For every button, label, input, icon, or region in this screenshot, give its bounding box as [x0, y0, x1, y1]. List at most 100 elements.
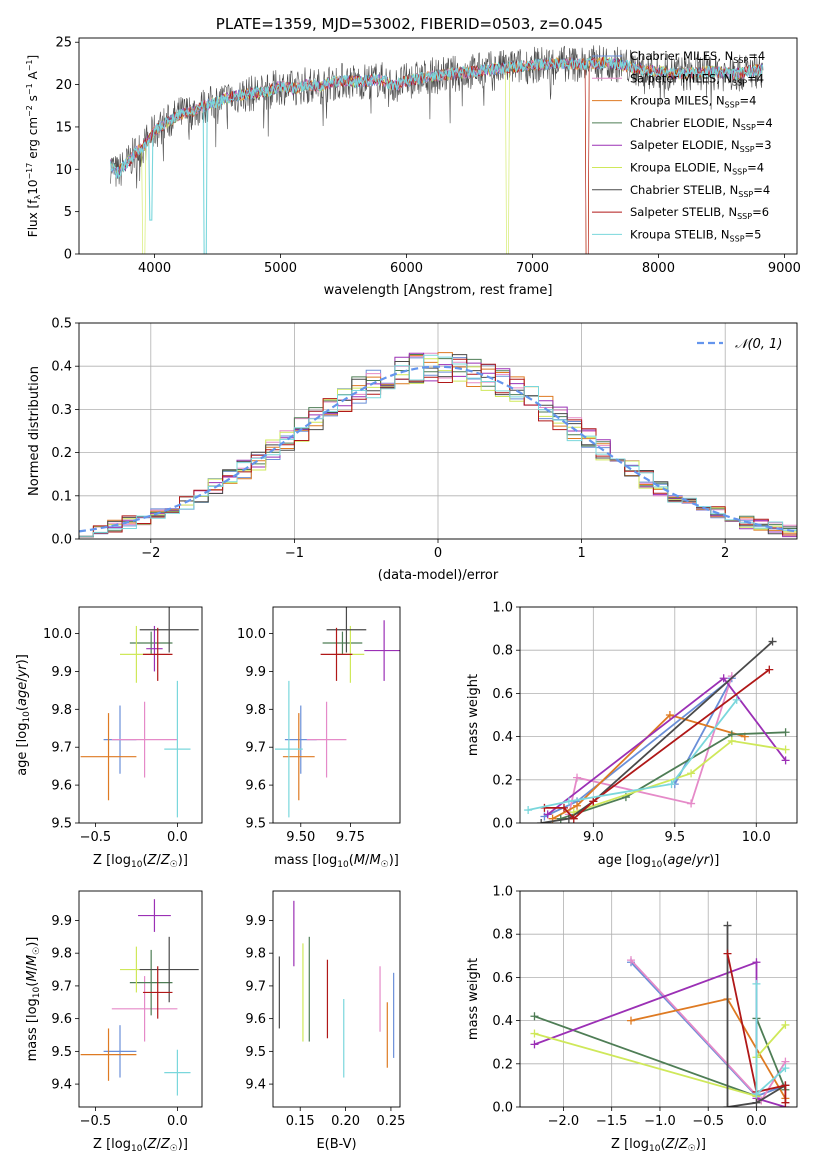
y-tick-label: 0.4 [492, 1014, 513, 1029]
plus-marker [781, 745, 790, 754]
mass_vs_EBV-panel: 0.15 0.20 0.25 9.4 9.5 9.6 9.7 9.8 9.9 E(B-V) [245, 890, 405, 1152]
x-axis-label: Z [log10(Z/Z☉)] [611, 1137, 706, 1154]
plus-marker [537, 819, 546, 823]
plus-marker [781, 1098, 790, 1107]
x-tick-label: 0 [434, 546, 442, 561]
y-tick-label: 9.6 [51, 779, 72, 794]
y-tick-label: 1.0 [492, 885, 513, 900]
errorbars [80, 899, 199, 1096]
x-tick-label: 0.15 [286, 1114, 315, 1129]
x-tick-label: −0.5 [692, 1114, 724, 1129]
plus-marker [543, 810, 552, 819]
y-tick-label: 10 [55, 163, 72, 178]
errorbars [80, 607, 199, 818]
x-axis-label: wavelength [Angstrom, rest frame] [324, 283, 553, 298]
y-axis-label: age [log10(age/yr)] [15, 654, 32, 776]
legend-label: Kroupa MILES, NSSP=4 [630, 94, 756, 110]
plus-marker [781, 1064, 790, 1073]
y-tick-label: 25 [55, 36, 72, 51]
plus-marker [723, 921, 732, 930]
x-tick-label: 6000 [390, 261, 423, 276]
y-tick-label: 9.7 [51, 979, 72, 994]
x-tick-label: 0.0 [746, 1114, 767, 1129]
y-tick-label: 5 [64, 205, 72, 220]
plus-marker [781, 728, 790, 737]
y-tick-label: 0.0 [492, 817, 513, 832]
x-axis-label: Z [log10(Z/Z☉)] [93, 853, 188, 870]
legend-label: 𝒩(0, 1) [735, 337, 782, 352]
y-tick-label: 9.5 [51, 817, 72, 832]
y-tick-label: 9.6 [51, 1012, 72, 1027]
residual-panel: −2 −1 0 1 2 0.0 0.1 0.2 0.3 0.4 0.5 (data-model)/er… [27, 317, 798, 583]
plus-marker [524, 806, 533, 815]
y-tick-label: 9.6 [245, 1012, 266, 1027]
y-tick-label: 0.1 [51, 489, 72, 504]
axes-frame [519, 606, 798, 824]
plus-marker [765, 665, 774, 674]
weight_vs_age-panel: 9.0 9.5 10.0 0.0 0.2 0.4 0.6 0.8 1.0 mass weight a… [466, 601, 798, 870]
x-tick-label: −1.0 [644, 1114, 676, 1129]
axes-frame [78, 606, 203, 824]
plus-marker [530, 1012, 539, 1021]
y-tick-label: 0.2 [492, 1057, 513, 1072]
y-tick-label: 9.7 [51, 741, 72, 756]
x-tick-label: 0.0 [167, 830, 188, 845]
y-tick-label: 0.3 [51, 403, 72, 418]
y-tick-label: 0.4 [492, 730, 513, 745]
spectrum-line [109, 56, 764, 254]
y-tick-label: 9.8 [245, 703, 266, 718]
y-tick-label: 9.5 [245, 1045, 266, 1060]
y-tick-label: 9.9 [245, 914, 266, 929]
plus-marker [687, 769, 696, 778]
age_vs_mass-panel: 9.50 9.75 9.5 9.6 9.7 9.8 9.9 10.0 mass [log10(M… [237, 606, 401, 870]
legend-label: Chabrier STELIB, NSSP=4 [630, 183, 770, 199]
axes-frame [519, 890, 798, 1108]
plus-marker [752, 958, 761, 967]
y-axis-label: mass [log10(M/M☉)] [25, 937, 42, 1062]
weight-line [527, 699, 738, 811]
spectrum-panel: 4000 5000 6000 7000 8000 9000 0 5 10 15 20 25 wavele… [25, 36, 801, 298]
plus-marker [719, 674, 728, 683]
y-tick-label: 0.4 [51, 360, 72, 375]
plus-marker [626, 956, 635, 965]
histogram-series [79, 354, 797, 539]
x-tick-label: 7000 [516, 261, 549, 276]
weight_vs_Z-panel: −2.0 −1.5 −1.0 −0.5 0.0 0.0 0.2 0.4 0.6 0.8 1.0 mas… [466, 885, 798, 1154]
plus-marker [723, 949, 732, 958]
x-axis-label: age [log10(age/yr)] [598, 853, 720, 870]
plus-marker [665, 711, 674, 719]
y-tick-label: 9.8 [51, 703, 72, 718]
mass_vs_Z-panel: −0.5 0.0 9.4 9.5 9.6 9.7 9.8 9.9 Z [log10(Z/Z☉)]… [25, 890, 203, 1154]
plus-marker [573, 773, 582, 782]
weight-line [552, 713, 746, 820]
x-tick-label: 10.0 [742, 830, 771, 845]
x-tick-label: −0.5 [80, 830, 112, 845]
y-tick-label: 0.6 [492, 971, 513, 986]
y-tick-label: 0 [64, 248, 72, 263]
y-tick-label: 10.0 [43, 627, 72, 642]
weight-lines [530, 921, 790, 1107]
x-tick-label: −2.0 [548, 1114, 580, 1129]
plus-marker [530, 1040, 539, 1049]
y-tick-label: 9.9 [51, 665, 72, 680]
y-tick-label: 15 [55, 120, 72, 135]
legend-label: Chabrier MILES, NSSP=4 [630, 49, 765, 65]
y-tick-label: 20 [55, 78, 72, 93]
plus-marker [589, 797, 598, 806]
weight-line [726, 925, 786, 1107]
x-tick-label: 4000 [138, 261, 171, 276]
x-tick-label: −1 [285, 546, 304, 561]
x-tick-label: 9.0 [583, 830, 604, 845]
axes-frame [272, 890, 401, 1108]
x-tick-label: −1.5 [596, 1114, 628, 1129]
y-tick-label: 9.9 [51, 914, 72, 929]
y-tick-label: 0.6 [492, 687, 513, 702]
x-axis-label: (data-model)/error [378, 568, 499, 583]
x-tick-label: 9.75 [336, 830, 365, 845]
weight-line [560, 731, 786, 820]
legend-label: Salpeter STELIB, NSSP=6 [630, 205, 769, 221]
x-tick-label: 0.25 [376, 1114, 405, 1129]
y-axis-label: Normed distribution [27, 366, 42, 496]
plus-marker [781, 1020, 790, 1029]
